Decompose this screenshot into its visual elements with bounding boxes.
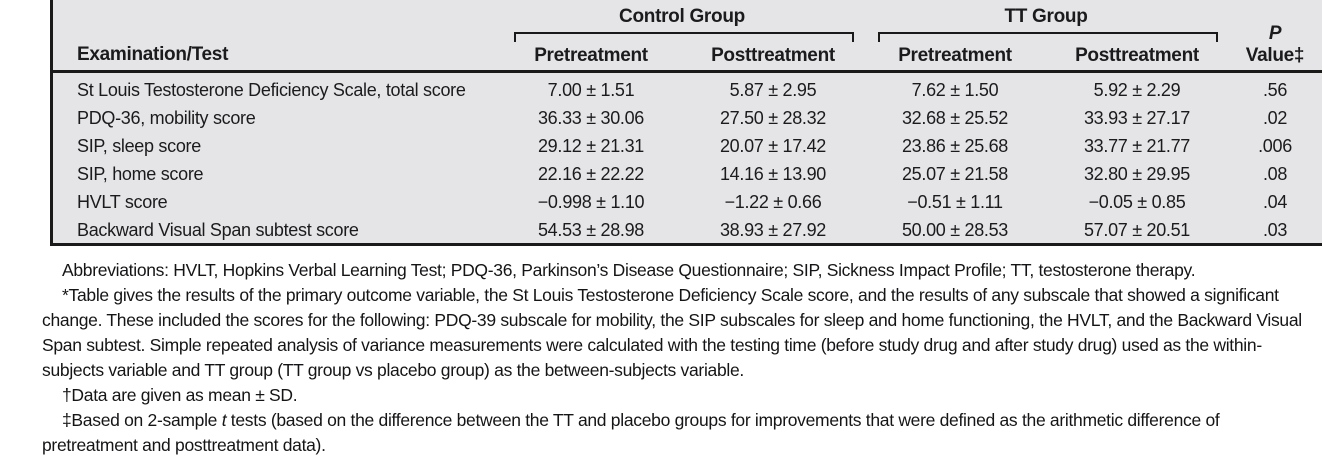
- footnote-double-dagger: ‡Based on 2-sample t tests (based on the…: [42, 408, 1314, 458]
- footnote-double-dagger-prefix: ‡Based on 2-sample: [62, 410, 222, 430]
- control-posttreatment-cell: −1.22 ± 0.66: [724, 191, 822, 212]
- tt-posttreatment-cell: 33.77 ± 21.77: [1083, 135, 1191, 156]
- test-name-cell: SIP, home score: [77, 163, 204, 184]
- tt-posttreatment-cell: 5.92 ± 2.29: [1093, 79, 1181, 100]
- p-value-cell: .03: [1262, 219, 1288, 240]
- p-value-cell: .02: [1262, 107, 1288, 128]
- footnote-asterisk: *Table gives the results of the primary …: [42, 285, 1302, 380]
- tt-posttreatment-cell: 57.07 ± 20.51: [1083, 219, 1191, 240]
- tt-pretreatment-cell: 23.86 ± 25.68: [901, 135, 1009, 156]
- column-header-control-pretreatment: Pretreatment: [534, 45, 648, 66]
- tt-posttreatment-cell: 32.80 ± 29.95: [1083, 163, 1191, 184]
- test-name-cell: SIP, sleep score: [77, 135, 201, 156]
- table-row: Backward Visual Span subtest score 54.53…: [53, 216, 1322, 244]
- column-header-control-posttreatment: Posttreatment: [711, 45, 835, 66]
- control-pretreatment-cell: 22.16 ± 22.22: [537, 163, 645, 184]
- control-pretreatment-cell: 7.00 ± 1.51: [547, 79, 635, 100]
- table-row: St Louis Testosterone Deficiency Scale, …: [53, 76, 1322, 104]
- table-footnotes: Abbreviations: HVLT, Hopkins Verbal Lear…: [42, 258, 1314, 458]
- table-row: SIP, home score 22.16 ± 22.22 14.16 ± 13…: [53, 160, 1322, 188]
- control-posttreatment-cell: 27.50 ± 28.32: [719, 107, 827, 128]
- footnote-double-dagger-suffix: tests (based on the difference between t…: [42, 410, 1220, 455]
- column-header-examination-test: Examination/Test: [77, 44, 229, 65]
- control-posttreatment-cell: 20.07 ± 17.42: [719, 135, 827, 156]
- tt-pretreatment-cell: −0.51 ± 1.11: [907, 191, 1003, 212]
- table-row: SIP, sleep score 29.12 ± 21.31 20.07 ± 1…: [53, 132, 1322, 160]
- column-header-tt-posttreatment: Posttreatment: [1075, 45, 1199, 66]
- test-name-cell: HVLT score: [77, 191, 168, 212]
- footnote-dagger: †Data are given as mean ± SD.: [62, 385, 298, 405]
- group-header-tt: TT Group: [1004, 6, 1088, 27]
- test-name-cell: Backward Visual Span subtest score: [77, 219, 359, 240]
- tt-pretreatment-cell: 25.07 ± 21.58: [901, 163, 1009, 184]
- group-header-control: Control Group: [619, 6, 745, 27]
- p-value-header-line2: Value‡: [1245, 45, 1305, 66]
- tt-group-bracket: [878, 32, 1218, 42]
- column-header-tt-pretreatment: Pretreatment: [898, 45, 1012, 66]
- table-header: Examination/Test Control Group TT Group …: [53, 0, 1322, 73]
- p-value-cell: .006: [1258, 135, 1292, 156]
- table-body: St Louis Testosterone Deficiency Scale, …: [53, 73, 1322, 244]
- footnote-abbreviations: Abbreviations: HVLT, Hopkins Verbal Lear…: [62, 260, 1196, 280]
- control-pretreatment-cell: −0.998 ± 1.10: [537, 191, 645, 212]
- table-row: PDQ-36, mobility score 36.33 ± 30.06 27.…: [53, 104, 1322, 132]
- control-pretreatment-cell: 29.12 ± 21.31: [537, 135, 645, 156]
- footnote-double-dagger-italic-t: t: [221, 410, 227, 430]
- control-group-bracket: [514, 32, 854, 42]
- control-pretreatment-cell: 36.33 ± 30.06: [537, 107, 645, 128]
- p-value-cell: .08: [1262, 163, 1288, 184]
- tt-pretreatment-cell: 32.68 ± 25.52: [901, 107, 1009, 128]
- control-posttreatment-cell: 5.87 ± 2.95: [729, 79, 817, 100]
- tt-pretreatment-cell: 7.62 ± 1.50: [911, 79, 999, 100]
- tt-posttreatment-cell: −0.05 ± 0.85: [1088, 191, 1186, 212]
- control-posttreatment-cell: 14.16 ± 13.90: [719, 163, 827, 184]
- p-value-header-line1: P: [1268, 23, 1282, 44]
- tt-posttreatment-cell: 33.93 ± 27.17: [1083, 107, 1191, 128]
- p-value-cell: .56: [1262, 79, 1288, 100]
- test-name-cell: St Louis Testosterone Deficiency Scale, …: [77, 79, 466, 100]
- control-pretreatment-cell: 54.53 ± 28.98: [537, 219, 645, 240]
- table-row: HVLT score −0.998 ± 1.10 −1.22 ± 0.66 −0…: [53, 188, 1322, 216]
- tt-pretreatment-cell: 50.00 ± 28.53: [901, 219, 1009, 240]
- test-name-cell: PDQ-36, mobility score: [77, 107, 256, 128]
- p-value-cell: .04: [1262, 191, 1288, 212]
- results-table: Examination/Test Control Group TT Group …: [50, 0, 1322, 246]
- column-header-p-value: P Value‡: [1228, 0, 1322, 70]
- control-posttreatment-cell: 38.93 ± 27.92: [719, 219, 827, 240]
